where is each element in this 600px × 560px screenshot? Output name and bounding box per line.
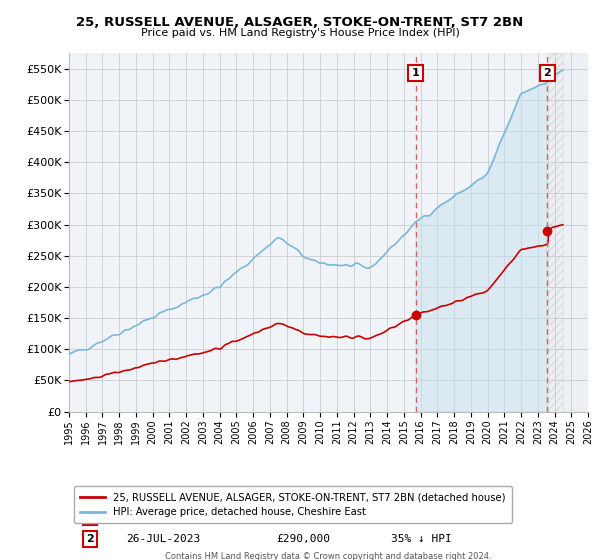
Text: 26-JUL-2023: 26-JUL-2023 xyxy=(126,534,200,544)
Text: 2: 2 xyxy=(544,68,551,78)
Text: £155,000: £155,000 xyxy=(277,512,331,522)
Text: 2: 2 xyxy=(86,534,94,544)
Text: Price paid vs. HM Land Registry's House Price Index (HPI): Price paid vs. HM Land Registry's House … xyxy=(140,28,460,38)
Text: 1: 1 xyxy=(86,512,94,522)
Bar xyxy=(547,53,588,412)
Text: 52% ↓ HPI: 52% ↓ HPI xyxy=(391,512,452,522)
Text: Contains HM Land Registry data © Crown copyright and database right 2024.
This d: Contains HM Land Registry data © Crown c… xyxy=(165,552,492,560)
Legend: 25, RUSSELL AVENUE, ALSAGER, STOKE-ON-TRENT, ST7 2BN (detached house), HPI: Aver: 25, RUSSELL AVENUE, ALSAGER, STOKE-ON-TR… xyxy=(74,487,511,524)
Text: £290,000: £290,000 xyxy=(277,534,331,544)
Text: 11-SEP-2015: 11-SEP-2015 xyxy=(126,512,200,522)
Text: 1: 1 xyxy=(412,68,419,78)
Text: 25, RUSSELL AVENUE, ALSAGER, STOKE-ON-TRENT, ST7 2BN: 25, RUSSELL AVENUE, ALSAGER, STOKE-ON-TR… xyxy=(76,16,524,29)
Text: 35% ↓ HPI: 35% ↓ HPI xyxy=(391,534,452,544)
